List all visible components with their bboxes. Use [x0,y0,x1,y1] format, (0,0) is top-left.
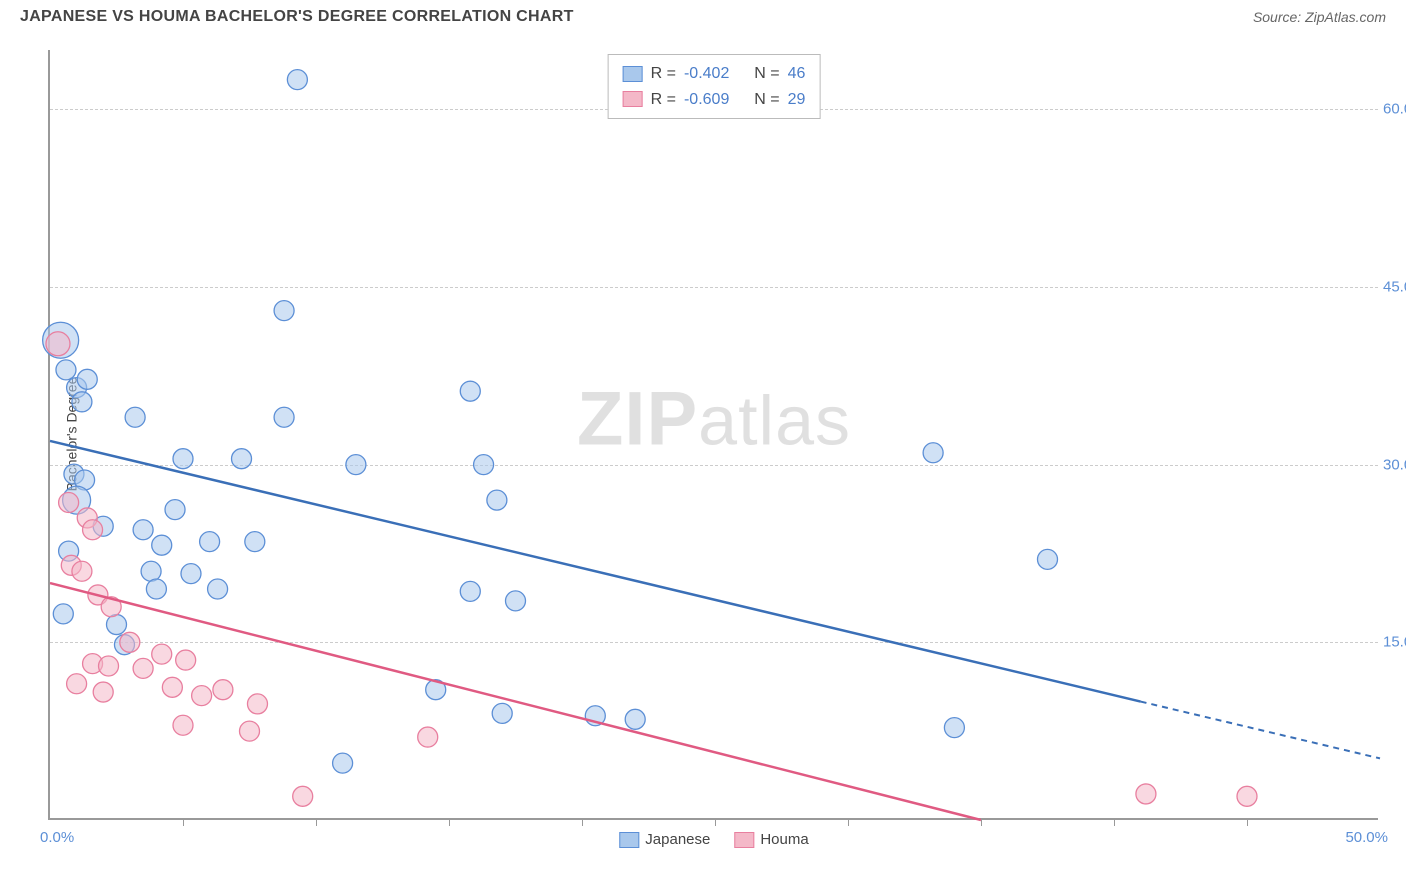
data-point [240,721,260,741]
data-point [152,644,172,664]
data-point [133,658,153,678]
trend-line [50,441,1141,702]
data-point [247,694,267,714]
chart-plot-area: Bachelor's Degree ZIPatlas 15.0%30.0%45.… [48,50,1378,820]
x-tick [1247,818,1248,826]
data-point [208,579,228,599]
data-point [1038,549,1058,569]
x-tick [1114,818,1115,826]
stat-r-label: R = [651,61,676,87]
stats-legend-row: R = -0.609 N = 29 [623,87,806,113]
data-point [67,674,87,694]
data-point [287,70,307,90]
x-tick [449,818,450,826]
x-tick [715,818,716,826]
data-point [53,604,73,624]
data-point [1237,786,1257,806]
x-tick [183,818,184,826]
data-point [944,718,964,738]
data-point [99,656,119,676]
trend-line-dashed [1141,702,1380,759]
x-tick [848,818,849,826]
legend-label: Houma [760,831,808,848]
chart-title: JAPANESE VS HOUMA BACHELOR'S DEGREE CORR… [20,8,574,26]
data-point [274,301,294,321]
y-tick-label: 45.0% [1383,278,1406,295]
data-point [107,615,127,635]
y-tick-label: 30.0% [1383,456,1406,473]
data-point [333,753,353,773]
data-point [1136,784,1156,804]
y-tick-label: 60.0% [1383,101,1406,118]
data-point [93,682,113,702]
data-point [923,443,943,463]
legend-label: Japanese [645,831,710,848]
stat-n-value: 46 [788,61,806,87]
legend-swatch [619,832,639,848]
data-point [492,703,512,723]
data-point [165,500,185,520]
data-point [176,650,196,670]
stat-r-value: -0.402 [684,61,729,87]
data-point [625,709,645,729]
data-point [418,727,438,747]
legend-item: Japanese [619,831,710,848]
data-point [460,381,480,401]
data-point [213,680,233,700]
data-point [162,677,182,697]
scatter-svg [50,50,1378,818]
data-point [83,520,103,540]
data-point [173,449,193,469]
data-point [141,561,161,581]
x-axis-min-label: 0.0% [40,829,74,846]
stat-n-label: N = [754,61,779,87]
data-point [173,715,193,735]
x-tick [582,818,583,826]
data-point [133,520,153,540]
stats-legend: R = -0.402 N = 46 R = -0.609 N = 29 [608,54,821,119]
data-point [72,561,92,581]
data-point [293,786,313,806]
data-point [460,581,480,601]
trend-line [50,583,981,820]
data-point [146,579,166,599]
data-point [72,392,92,412]
data-point [181,564,201,584]
data-point [506,591,526,611]
data-point [232,449,252,469]
x-tick [316,818,317,826]
data-point [474,455,494,475]
stat-r-label: R = [651,87,676,113]
source-label: Source: ZipAtlas.com [1253,9,1386,25]
data-point [274,407,294,427]
y-tick-label: 15.0% [1383,634,1406,651]
data-point [152,535,172,555]
series-legend: Japanese Houma [619,831,808,848]
data-point [56,360,76,380]
data-point [59,493,79,513]
chart-header: JAPANESE VS HOUMA BACHELOR'S DEGREE CORR… [0,0,1406,32]
data-point [346,455,366,475]
data-point [200,532,220,552]
stats-legend-row: R = -0.402 N = 46 [623,61,806,87]
data-point [125,407,145,427]
data-point [77,369,97,389]
data-point [192,686,212,706]
legend-item: Houma [734,831,808,848]
stat-n-label: N = [754,87,779,113]
stat-n-value: 29 [788,87,806,113]
legend-swatch [734,832,754,848]
data-point [120,632,140,652]
legend-swatch [623,66,643,82]
data-point [46,332,70,356]
x-axis-max-label: 50.0% [1345,829,1388,846]
x-tick [981,818,982,826]
data-point [245,532,265,552]
legend-swatch [623,91,643,107]
stat-r-value: -0.609 [684,87,729,113]
data-point [487,490,507,510]
